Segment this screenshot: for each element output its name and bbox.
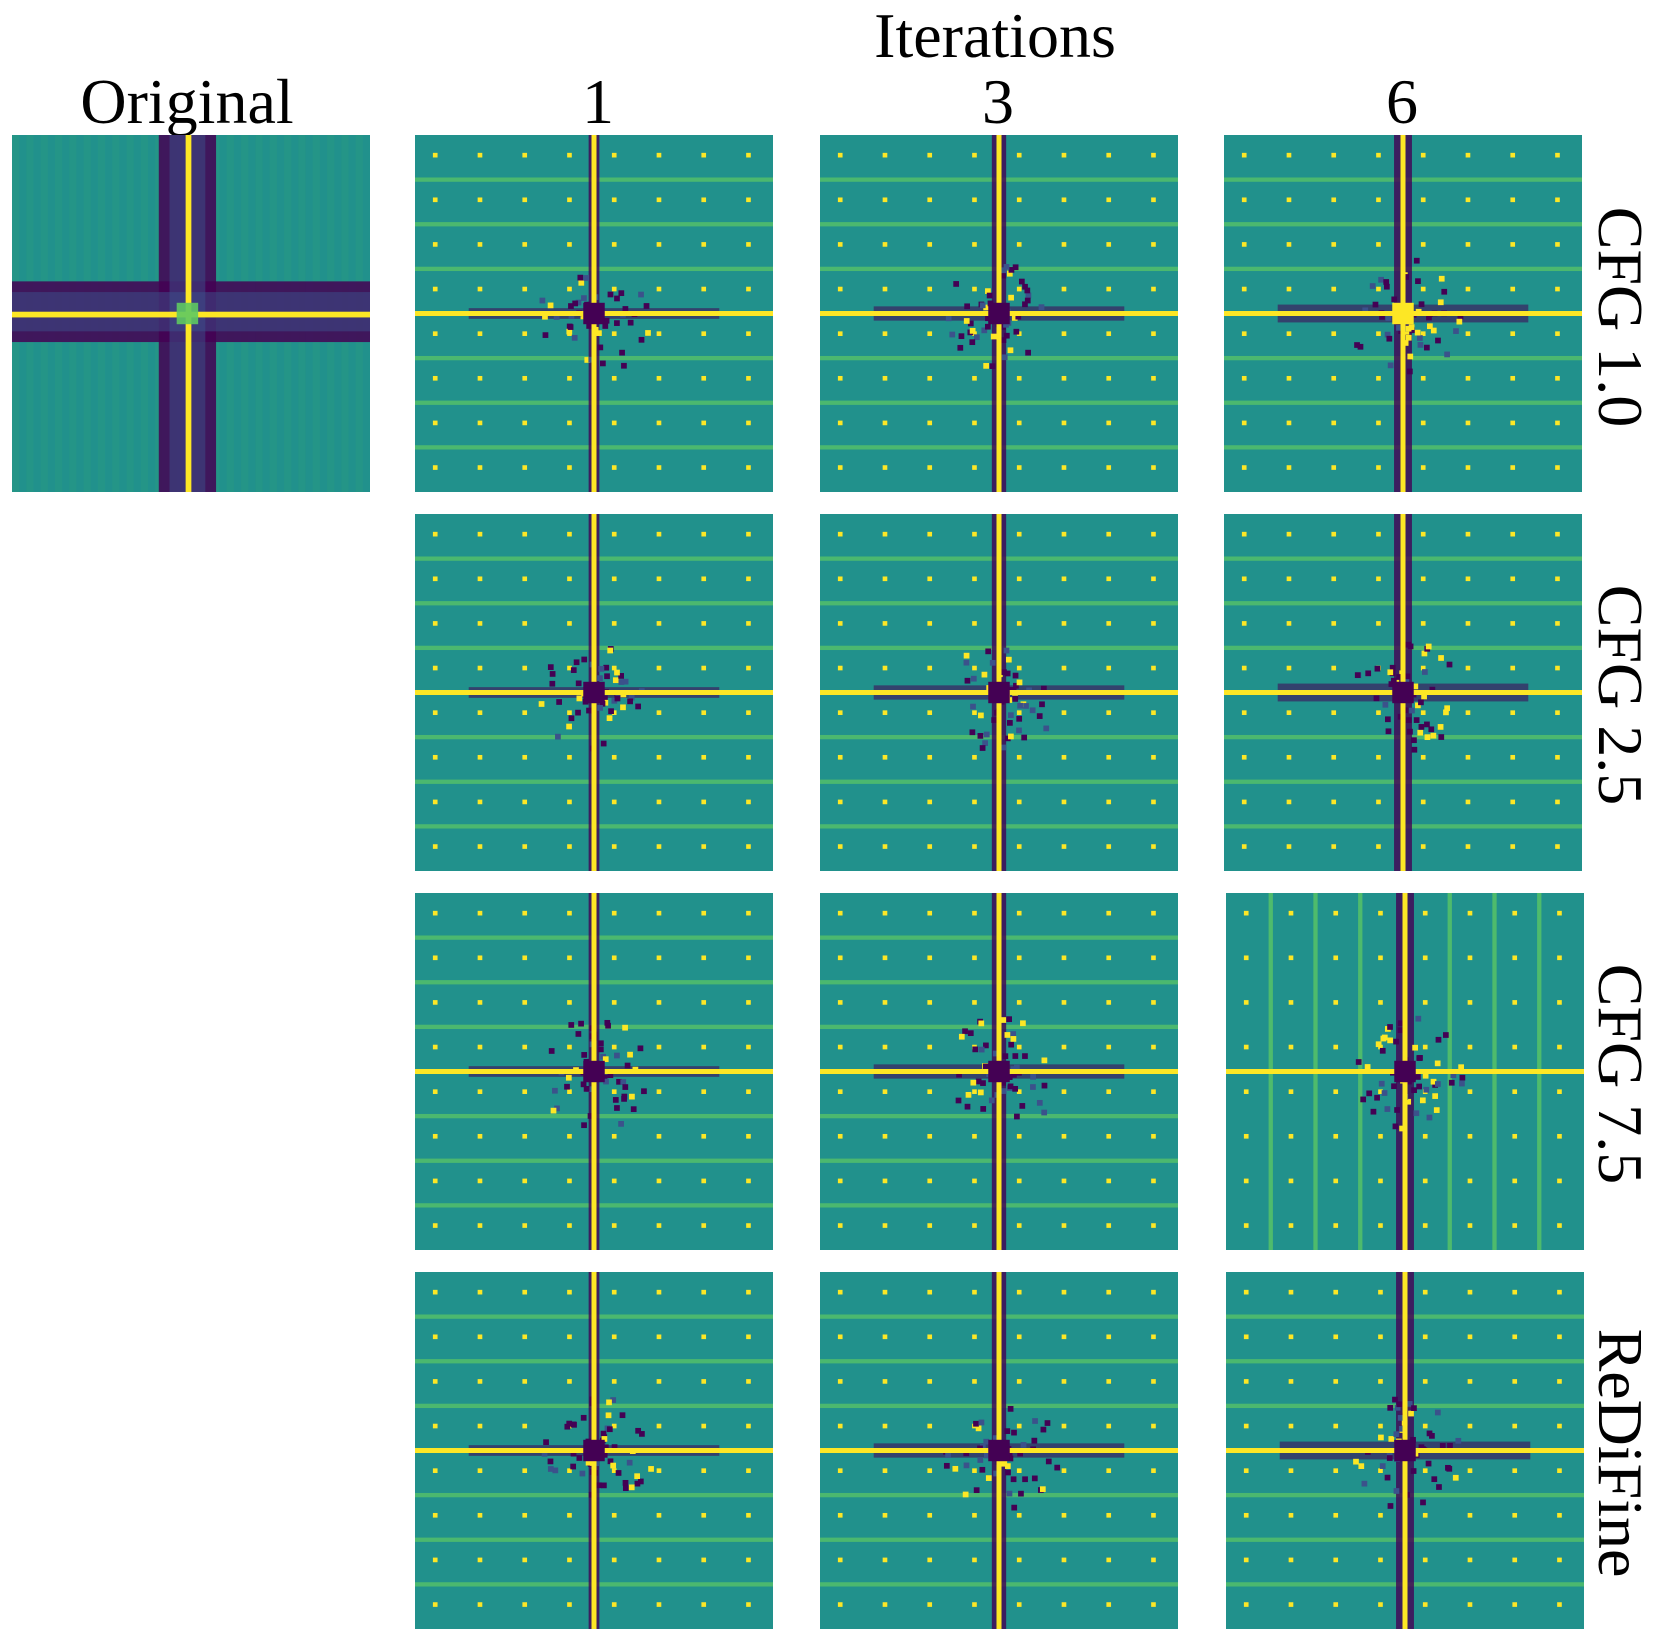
spectrum-image-cfg-2.5-iter-6 [1224, 514, 1582, 871]
row-label-redifine: ReDiFine [1585, 1328, 1656, 1578]
column-label-iteration-6: 6 [1386, 66, 1418, 137]
spectrum-image-cfg-1.0-iter-6 [1224, 135, 1582, 492]
original-header: Original [80, 66, 294, 137]
spectrum-image-cfg-1.0-iter-1 [415, 135, 773, 492]
spectrum-image-cfg-2.5-iter-1 [415, 514, 773, 871]
spectrum-image-cfg-2.5-iter-3 [820, 514, 1178, 871]
column-label-iteration-1: 1 [582, 66, 614, 137]
original-spectrum-image [12, 135, 370, 492]
spectrum-image-cfg-7.5-iter-6 [1226, 893, 1584, 1250]
spectrum-image-cfg-7.5-iter-1 [415, 893, 773, 1250]
spectrum-image-redifine-iter-6 [1226, 1272, 1584, 1629]
spectrum-image-redifine-iter-1 [415, 1272, 773, 1629]
row-label-cfg-7.5: CFG 7.5 [1585, 963, 1656, 1185]
row-label-cfg-1.0: CFG 1.0 [1585, 206, 1656, 428]
iterations-header: Iterations [874, 0, 1116, 71]
spectrum-image-cfg-1.0-iter-3 [820, 135, 1178, 492]
row-label-cfg-2.5: CFG 2.5 [1585, 584, 1656, 806]
spectrum-image-cfg-7.5-iter-3 [820, 893, 1178, 1250]
spectrum-image-redifine-iter-3 [820, 1272, 1178, 1629]
column-label-iteration-3: 3 [982, 66, 1014, 137]
